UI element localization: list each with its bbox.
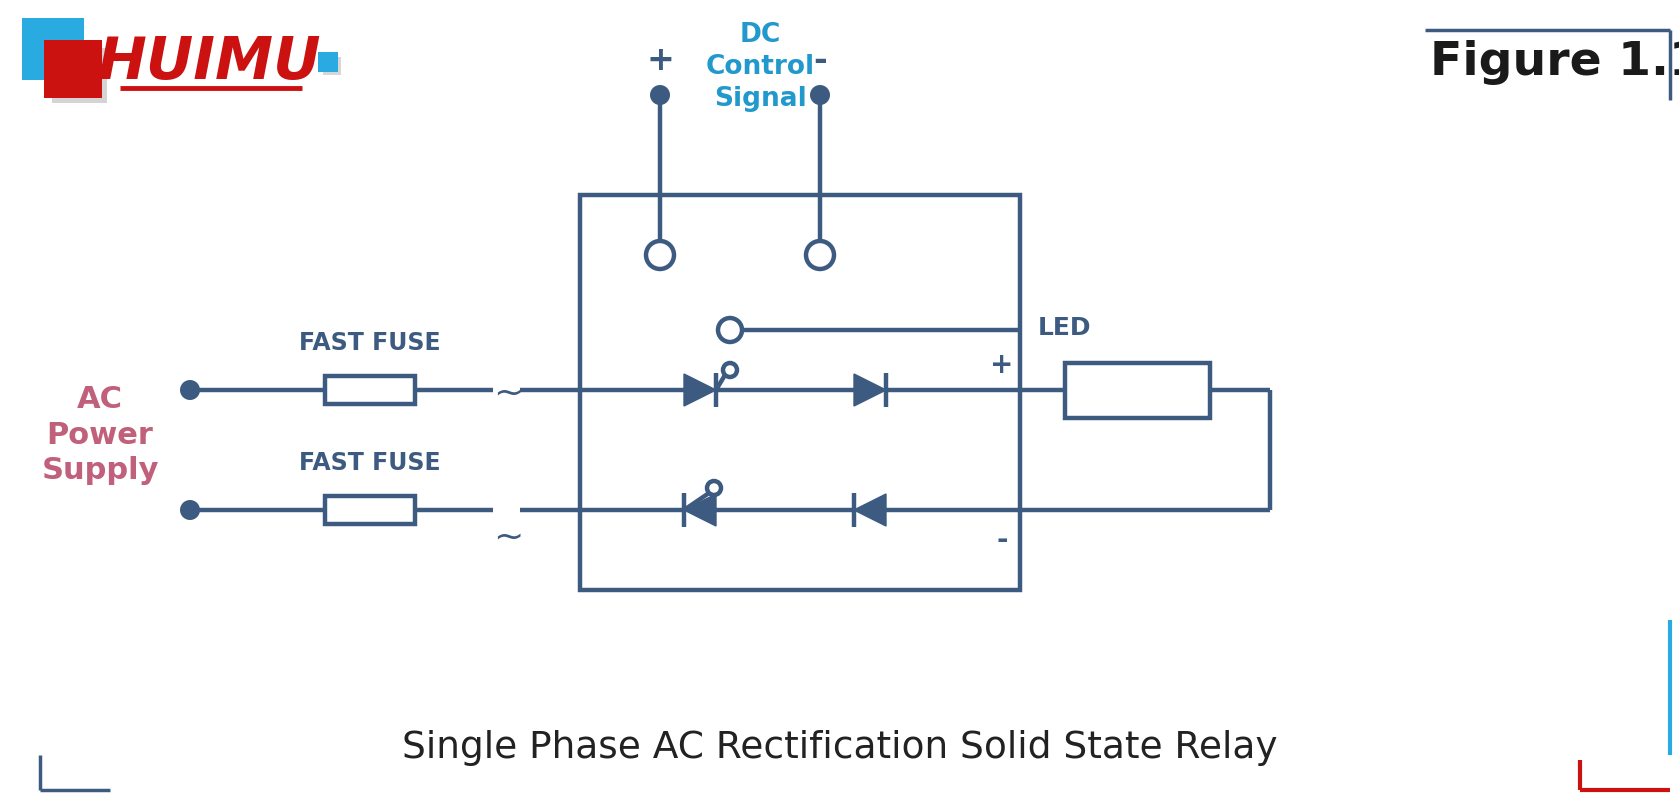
Text: AC
Power
Supply: AC Power Supply — [42, 385, 160, 485]
Bar — [1064, 363, 1211, 418]
Circle shape — [646, 241, 673, 269]
Text: Load: Load — [1103, 379, 1172, 403]
Circle shape — [180, 500, 200, 520]
Circle shape — [180, 380, 200, 400]
Circle shape — [809, 85, 829, 105]
Bar — [317, 52, 337, 72]
Polygon shape — [855, 494, 887, 526]
Circle shape — [719, 318, 742, 342]
Bar — [22, 18, 84, 80]
Text: HUIMU: HUIMU — [99, 33, 322, 91]
Bar — [326, 496, 415, 524]
Polygon shape — [683, 494, 715, 526]
Text: -: - — [996, 526, 1007, 554]
Bar — [52, 48, 107, 103]
Circle shape — [806, 241, 834, 269]
Polygon shape — [855, 374, 887, 406]
Text: LED: LED — [1038, 316, 1091, 340]
Circle shape — [707, 481, 720, 495]
Circle shape — [724, 363, 737, 377]
Bar — [322, 57, 341, 75]
Text: +: + — [991, 351, 1014, 379]
Bar — [579, 195, 1021, 590]
Text: FAST FUSE: FAST FUSE — [299, 451, 442, 475]
Circle shape — [650, 85, 670, 105]
Text: Figure 1.1: Figure 1.1 — [1431, 40, 1679, 84]
Text: DC
Control
Signal: DC Control Signal — [705, 22, 814, 112]
Text: +: + — [646, 44, 673, 77]
Text: ~: ~ — [494, 377, 524, 411]
Bar — [44, 40, 102, 98]
Bar — [326, 376, 415, 404]
Text: Single Phase AC Rectification Solid State Relay: Single Phase AC Rectification Solid Stat… — [403, 730, 1278, 766]
Text: FAST FUSE: FAST FUSE — [299, 331, 442, 355]
Text: ~: ~ — [494, 521, 524, 555]
Polygon shape — [683, 374, 715, 406]
Text: -: - — [813, 44, 826, 77]
